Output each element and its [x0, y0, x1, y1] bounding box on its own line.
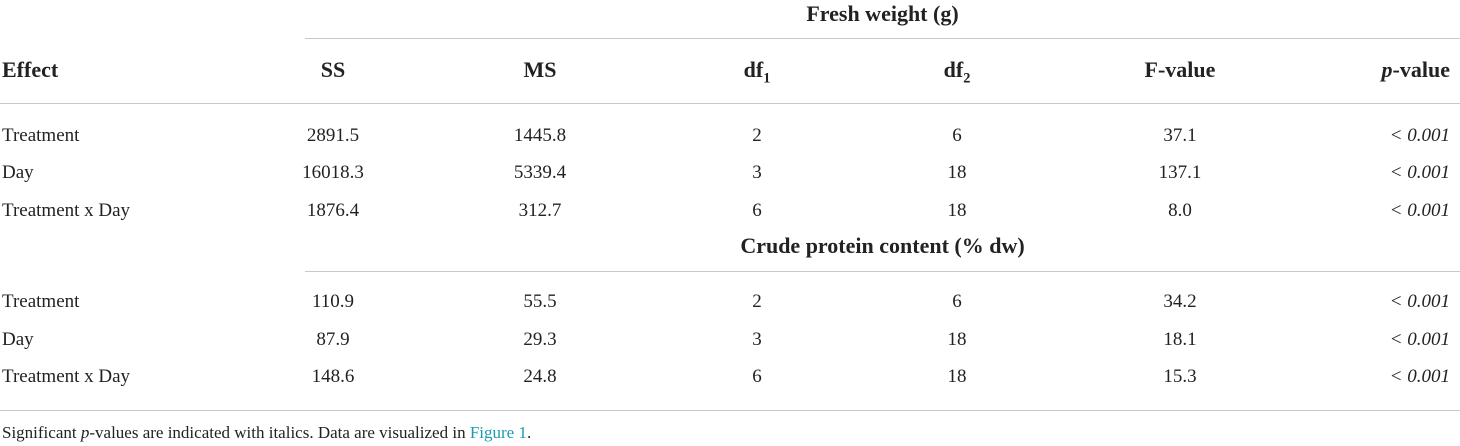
header-subscript: 1	[763, 70, 771, 87]
table-cell: 3	[752, 329, 762, 350]
column-header: MS	[523, 57, 557, 82]
table-cell: 18.1	[1163, 329, 1197, 350]
table-cell: 6	[752, 200, 762, 221]
table-cell: 6	[752, 366, 762, 387]
column-header: p-value	[1382, 57, 1450, 83]
table-cell: 18	[947, 366, 967, 387]
rule	[305, 38, 1460, 39]
table-cell: 16018.3	[302, 162, 364, 183]
footnote-text: Significant	[2, 423, 81, 442]
section-title: Crude protein content (% dw)	[740, 233, 1025, 258]
table-cell: 5339.4	[513, 162, 567, 183]
rule	[0, 410, 1460, 411]
table-cell: 18	[947, 162, 967, 183]
footnote-text: .	[526, 423, 532, 442]
table-cell: 87.9	[316, 329, 350, 350]
table-cell: 37.1	[1163, 125, 1197, 146]
row-label: Day	[2, 329, 34, 350]
table-cell: 29.3	[523, 329, 557, 350]
header-text: df	[743, 57, 764, 82]
footnote-italic: p	[80, 423, 90, 442]
table-cell: 18	[947, 329, 967, 350]
row-label: Treatment x Day	[2, 200, 131, 221]
table-cell: 6	[952, 291, 962, 312]
table-cell: 312.7	[518, 200, 562, 221]
column-header: df2	[847, 57, 1067, 87]
header-text: -value	[1392, 57, 1450, 82]
column-header: F-value	[1144, 57, 1216, 82]
table-cell: 34.2	[1163, 291, 1197, 312]
table-cell: 15.3	[1163, 366, 1197, 387]
table-cell: 24.8	[523, 366, 557, 387]
rule	[0, 103, 1460, 104]
column-header: SS	[320, 57, 346, 82]
table-cell: 110.9	[311, 291, 355, 312]
table-cell: < 0.001	[1389, 366, 1450, 387]
column-header: Effect	[2, 57, 59, 82]
column-header: df1	[647, 57, 867, 87]
table-cell: 55.5	[523, 291, 557, 312]
section-title: Fresh weight (g)	[806, 1, 959, 26]
table-cell: 18	[947, 200, 967, 221]
table-cell: 137.1	[1158, 162, 1202, 183]
header-italic: p	[1381, 57, 1393, 82]
row-label: Treatment	[2, 291, 80, 312]
table-cell: < 0.001	[1389, 291, 1450, 312]
row-label: Treatment x Day	[2, 366, 131, 387]
table-cell: < 0.001	[1389, 125, 1450, 146]
row-label: Treatment	[2, 125, 80, 146]
table-cell: < 0.001	[1389, 200, 1450, 221]
table-cell: < 0.001	[1389, 162, 1450, 183]
table-cell: < 0.001	[1389, 329, 1450, 350]
table-cell: 3	[752, 162, 762, 183]
header-text: df	[943, 57, 964, 82]
figure-link[interactable]: Figure 1	[469, 423, 527, 442]
table-cell: 148.6	[311, 366, 355, 387]
table-cell: 6	[952, 125, 962, 146]
table-cell: 1876.4	[306, 200, 360, 221]
header-subscript: 2	[963, 70, 971, 87]
table-cell: 1445.8	[513, 125, 567, 146]
table-cell: 8.0	[1168, 200, 1192, 221]
footnote-text: -values are indicated with italics. Data…	[89, 423, 470, 442]
table-cell: 2	[752, 125, 762, 146]
footnote: Significant p-values are indicated with …	[2, 420, 531, 446]
rule	[305, 271, 1460, 272]
row-label: Day	[2, 162, 34, 183]
table-cell: 2891.5	[306, 125, 360, 146]
table-cell: 2	[752, 291, 762, 312]
